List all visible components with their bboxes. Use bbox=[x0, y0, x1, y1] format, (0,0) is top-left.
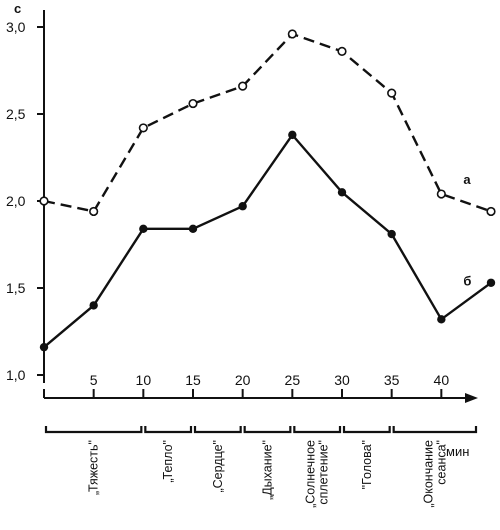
data-point bbox=[387, 88, 397, 98]
phase-3: „Сердце" bbox=[193, 426, 242, 493]
data-point bbox=[387, 229, 396, 239]
y-tick-label: 2,5 bbox=[6, 106, 26, 122]
data-point bbox=[89, 206, 99, 217]
phase-5: „Солнечное сплетение" bbox=[293, 426, 342, 508]
phase-bracket bbox=[243, 426, 292, 434]
x-tick-label: 5 bbox=[90, 372, 98, 388]
phase-label: „Тяжесть" bbox=[87, 440, 101, 495]
phase-label: „Окончание bbox=[421, 440, 435, 508]
data-point bbox=[486, 206, 496, 217]
phase-bracket bbox=[144, 426, 193, 434]
data-point bbox=[288, 130, 297, 140]
phase-label: сплетение" bbox=[317, 440, 331, 505]
data-point bbox=[238, 202, 247, 211]
series-b: б bbox=[39, 130, 496, 352]
series-a: а bbox=[39, 29, 496, 217]
x-tick-label: 35 bbox=[384, 372, 400, 388]
series-line bbox=[43, 32, 492, 213]
x-tick-label: 30 bbox=[334, 372, 350, 388]
data-point bbox=[437, 315, 446, 324]
data-point bbox=[39, 196, 49, 206]
y-tick-label: 2,0 bbox=[6, 193, 26, 209]
phase-2: „Тепло" bbox=[144, 426, 193, 483]
phase-label: „Тепло" bbox=[161, 440, 175, 483]
phase-4: „Дыхание" bbox=[243, 426, 292, 500]
data-point bbox=[39, 342, 49, 352]
phase-7: „Окончание сеанса" bbox=[392, 426, 478, 508]
phase-bracket bbox=[44, 426, 143, 434]
data-point bbox=[486, 278, 496, 287]
phase-bracket bbox=[392, 426, 478, 434]
series-line bbox=[43, 132, 492, 349]
y-tick-label: 1,0 bbox=[6, 367, 26, 383]
data-point bbox=[188, 98, 198, 109]
phase-bracket bbox=[193, 426, 242, 434]
x-axis-arrow bbox=[465, 393, 478, 403]
data-point bbox=[138, 123, 148, 133]
x-tick-label: 40 bbox=[434, 372, 450, 388]
data-point bbox=[337, 46, 347, 56]
phase-1: „Тяжесть" bbox=[44, 426, 143, 495]
y-axis-label: с bbox=[14, 1, 21, 16]
series-label: б bbox=[463, 273, 471, 288]
data-point bbox=[436, 189, 446, 199]
phase-label: „Дыхание" bbox=[261, 440, 275, 500]
x-tick-label: 10 bbox=[136, 372, 152, 388]
data-point bbox=[188, 224, 198, 234]
y-tick-label: 3,0 bbox=[6, 19, 26, 35]
phase-label: сеанса" bbox=[434, 440, 448, 485]
x-tick-label: 20 bbox=[235, 372, 251, 388]
series-layer: аб bbox=[39, 29, 496, 352]
phase-label: „Сердце" bbox=[211, 440, 225, 493]
phase-layer: „Тяжесть" „Тепло" „Сердце" „Дыхание" „Солнеч… bbox=[44, 426, 478, 508]
x-axis-unit: мин bbox=[446, 444, 469, 459]
data-point bbox=[337, 188, 347, 197]
x-tick-label: 25 bbox=[285, 372, 301, 388]
phase-label: „Солнечное bbox=[304, 440, 318, 508]
phase-bracket bbox=[342, 426, 391, 434]
data-point bbox=[238, 81, 248, 91]
data-point bbox=[89, 301, 98, 310]
series-label: а bbox=[463, 172, 471, 187]
data-point bbox=[139, 224, 148, 234]
phase-6: "Голова" bbox=[342, 426, 391, 489]
data-point bbox=[287, 29, 297, 39]
phase-label: "Голова" bbox=[360, 440, 374, 489]
y-tick-label: 1,5 bbox=[6, 280, 26, 296]
phase-bracket bbox=[293, 426, 342, 434]
axes: с 1,0 1,5 2,0 2,5 3,0 5 10 15 20 25 30 35 40 мин bbox=[6, 1, 478, 459]
x-tick-label: 15 bbox=[185, 372, 201, 388]
